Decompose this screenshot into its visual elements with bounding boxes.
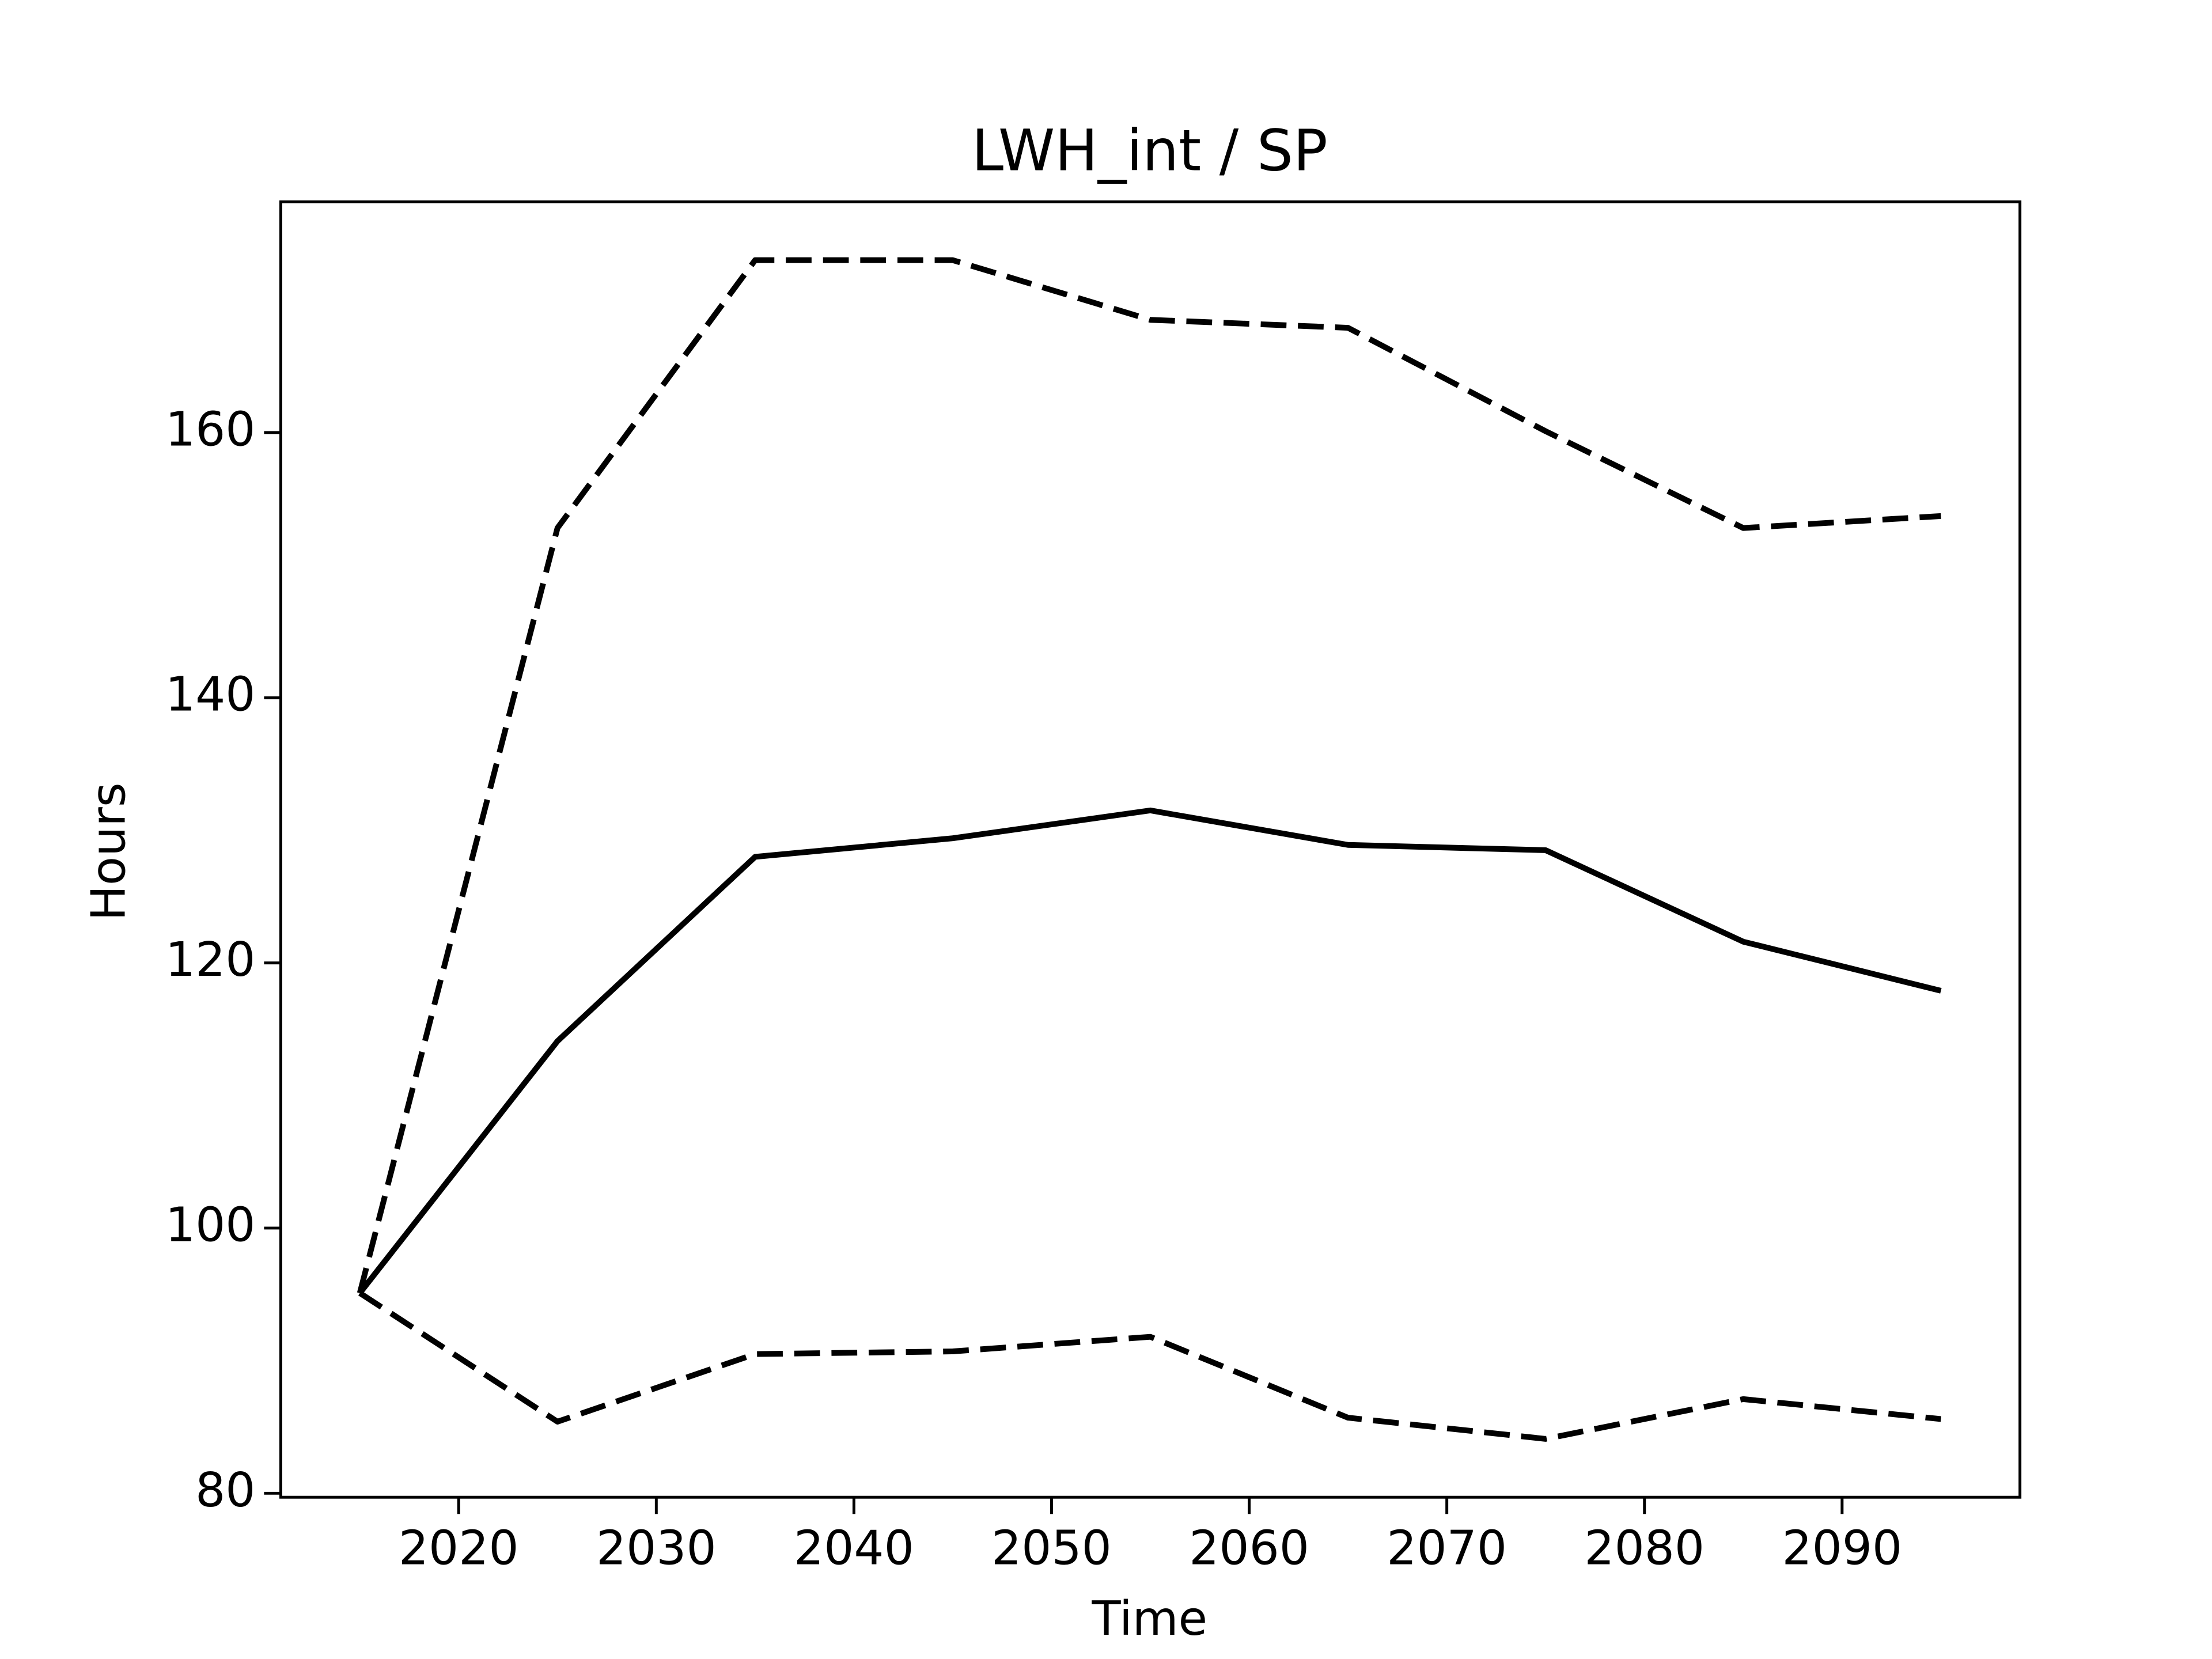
- x-tick-label: 2080: [1584, 1521, 1705, 1575]
- plot-frame: [279, 200, 2022, 1499]
- y-tick-label: 140: [165, 668, 256, 722]
- line: [357, 807, 1942, 1295]
- x-tick-label: 2050: [991, 1521, 1112, 1575]
- y-tick-label: 120: [165, 933, 256, 987]
- chart-title: LWH_int / SP: [972, 118, 1328, 184]
- x-tick-label: 2090: [1782, 1521, 1902, 1575]
- x-tick-label: 2020: [399, 1521, 519, 1575]
- x-tick-label: 2060: [1189, 1521, 1309, 1575]
- x-tick-label: 2070: [1387, 1521, 1507, 1575]
- line: [358, 1290, 1941, 1442]
- line: [357, 257, 1941, 1294]
- x-tick-label: 2040: [794, 1521, 914, 1575]
- y-tick-label: 100: [165, 1198, 256, 1252]
- y-tick-label: 80: [195, 1463, 255, 1518]
- x-axis-label: Time: [1091, 1592, 1207, 1646]
- y-tick-label: 160: [165, 402, 256, 457]
- x-tick-label: 2030: [596, 1521, 717, 1575]
- y-axis-label: Hours: [82, 782, 137, 921]
